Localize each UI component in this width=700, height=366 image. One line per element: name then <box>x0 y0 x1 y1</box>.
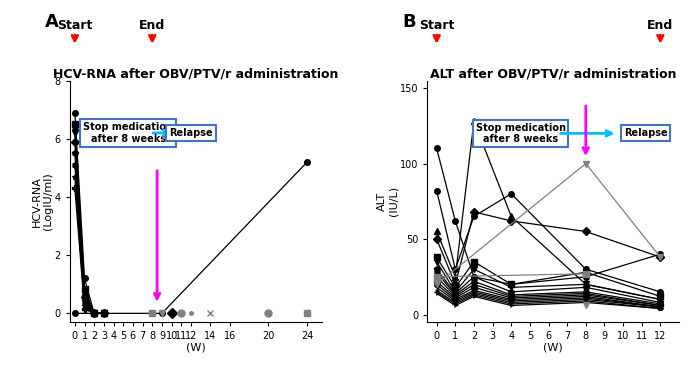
Text: Start: Start <box>419 19 454 32</box>
Text: Stop medication
after 8 weeks: Stop medication after 8 weeks <box>83 122 173 144</box>
Text: A: A <box>45 13 59 31</box>
Text: End: End <box>648 19 673 32</box>
Y-axis label: ALT
(IU/L): ALT (IU/L) <box>377 186 398 216</box>
Text: End: End <box>139 19 165 32</box>
Title: HCV-RNA after OBV/PTV/r administration: HCV-RNA after OBV/PTV/r administration <box>53 67 339 81</box>
X-axis label: (W): (W) <box>186 343 206 352</box>
Text: Relapse: Relapse <box>624 128 667 138</box>
Text: B: B <box>402 13 416 31</box>
Title: ALT after OBV/PTV/r administration: ALT after OBV/PTV/r administration <box>430 67 676 81</box>
Text: Relapse: Relapse <box>169 128 213 138</box>
Y-axis label: HCV-RNA
(LogIU/ml): HCV-RNA (LogIU/ml) <box>32 172 53 230</box>
Text: Start: Start <box>57 19 92 32</box>
X-axis label: (W): (W) <box>543 343 563 352</box>
Text: Stop medication
after 8 weeks: Stop medication after 8 weeks <box>475 123 566 144</box>
